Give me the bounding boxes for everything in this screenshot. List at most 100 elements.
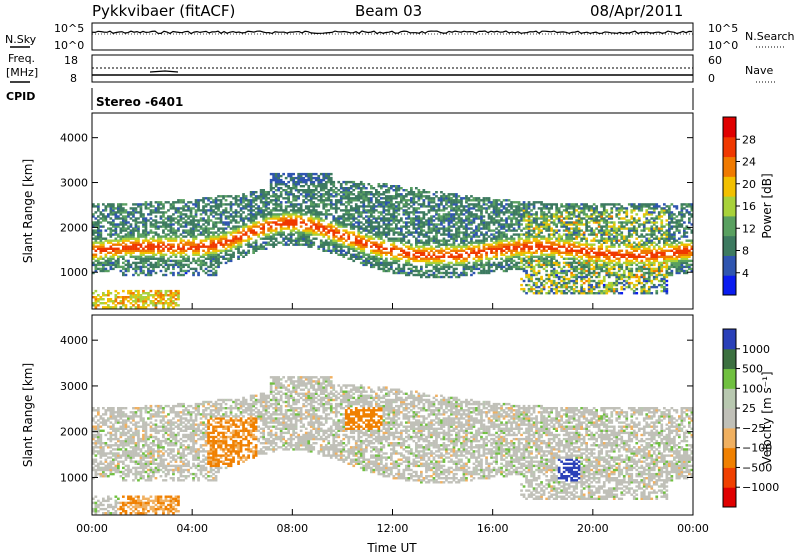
power-cell [224, 241, 228, 244]
power-cell [327, 235, 331, 238]
power-cell [570, 273, 573, 277]
power-cell [515, 233, 518, 236]
power-cell [432, 265, 436, 269]
nsky-tick-top: 10^5 [54, 22, 84, 35]
power-cell [477, 249, 481, 252]
power-cell [107, 298, 110, 301]
nave-blip [149, 70, 179, 73]
power-cell [567, 251, 571, 254]
power-cell [395, 211, 398, 214]
power-cell [475, 215, 478, 218]
power-cell [324, 241, 328, 244]
power-cell [520, 283, 523, 287]
power-cell [430, 207, 433, 210]
power-cell [532, 235, 536, 238]
power-cell [229, 241, 233, 244]
power-cell [467, 253, 471, 256]
power-cell [545, 277, 548, 281]
power-cell [452, 243, 456, 246]
power-cell [507, 241, 511, 244]
power-cell [495, 257, 498, 260]
power-cell [264, 213, 268, 216]
power-cell [109, 235, 113, 238]
power-cell [182, 213, 185, 216]
power-cell [435, 191, 438, 194]
power-cell [437, 199, 441, 202]
power-cell [114, 227, 118, 230]
power-cell [530, 259, 533, 263]
power-cell [107, 269, 110, 273]
power-cell [545, 207, 548, 210]
power-cell [207, 273, 210, 277]
power-cell [252, 193, 255, 196]
power-cell [137, 267, 140, 271]
power-cell [362, 249, 366, 252]
power-cell [267, 193, 270, 196]
power-cell [177, 261, 180, 265]
power-cell [365, 263, 368, 267]
power-cell [132, 296, 135, 299]
power-cell [435, 231, 438, 234]
power-cell [104, 219, 108, 222]
power-cell [312, 243, 316, 246]
power-cell [437, 261, 441, 265]
power-cell [122, 245, 125, 248]
power-cell [505, 203, 508, 206]
power-cell [342, 241, 346, 244]
power-cell [492, 245, 496, 248]
power-cell [204, 197, 208, 200]
power-cell [92, 231, 95, 234]
power-cell [244, 195, 248, 198]
power-cell [322, 201, 326, 204]
power-cell [162, 241, 165, 244]
power-cell [289, 187, 293, 190]
power-cell [502, 239, 506, 242]
power-cell [92, 241, 95, 244]
power-cell [314, 213, 318, 216]
power-cell [179, 241, 183, 244]
power-cell [249, 237, 253, 240]
power-cell [289, 209, 293, 212]
power-cell [162, 231, 165, 234]
power-cell [382, 229, 386, 232]
power-cell [482, 215, 486, 218]
power-cell [137, 292, 140, 295]
power-cell [565, 261, 568, 265]
power-cell [234, 221, 238, 224]
power-cell [422, 259, 426, 263]
power-cell [455, 261, 458, 265]
power-cell [367, 225, 371, 228]
power-cell [339, 209, 343, 212]
power-cell [297, 239, 300, 242]
power-cell [447, 199, 451, 202]
power-cell [452, 195, 456, 198]
power-cell [229, 195, 233, 198]
power-cell [137, 247, 140, 250]
power-cell [264, 199, 268, 202]
nave-label: Nave [745, 64, 773, 77]
power-cell [560, 285, 563, 289]
power-cell [314, 211, 318, 214]
power-cell [560, 213, 563, 216]
power-cell [209, 213, 213, 216]
power-cell [525, 209, 528, 212]
power-cell [567, 281, 571, 285]
power-cell [252, 205, 255, 208]
power-cell [437, 245, 441, 248]
power-cell [392, 195, 396, 198]
power-cell [507, 263, 511, 267]
power-cell [119, 251, 123, 254]
power-cell [294, 180, 298, 184]
power-cell [344, 219, 348, 222]
power-cell [239, 253, 243, 256]
power-cell [537, 207, 541, 210]
power-cell [377, 211, 381, 214]
power-cell [550, 257, 553, 260]
power-cell [460, 217, 463, 220]
power-cell [147, 298, 150, 301]
power-cell [500, 217, 503, 220]
power-cell [442, 221, 446, 224]
power-cell [202, 219, 205, 222]
power-cell [264, 243, 268, 246]
power-cell [159, 203, 163, 206]
